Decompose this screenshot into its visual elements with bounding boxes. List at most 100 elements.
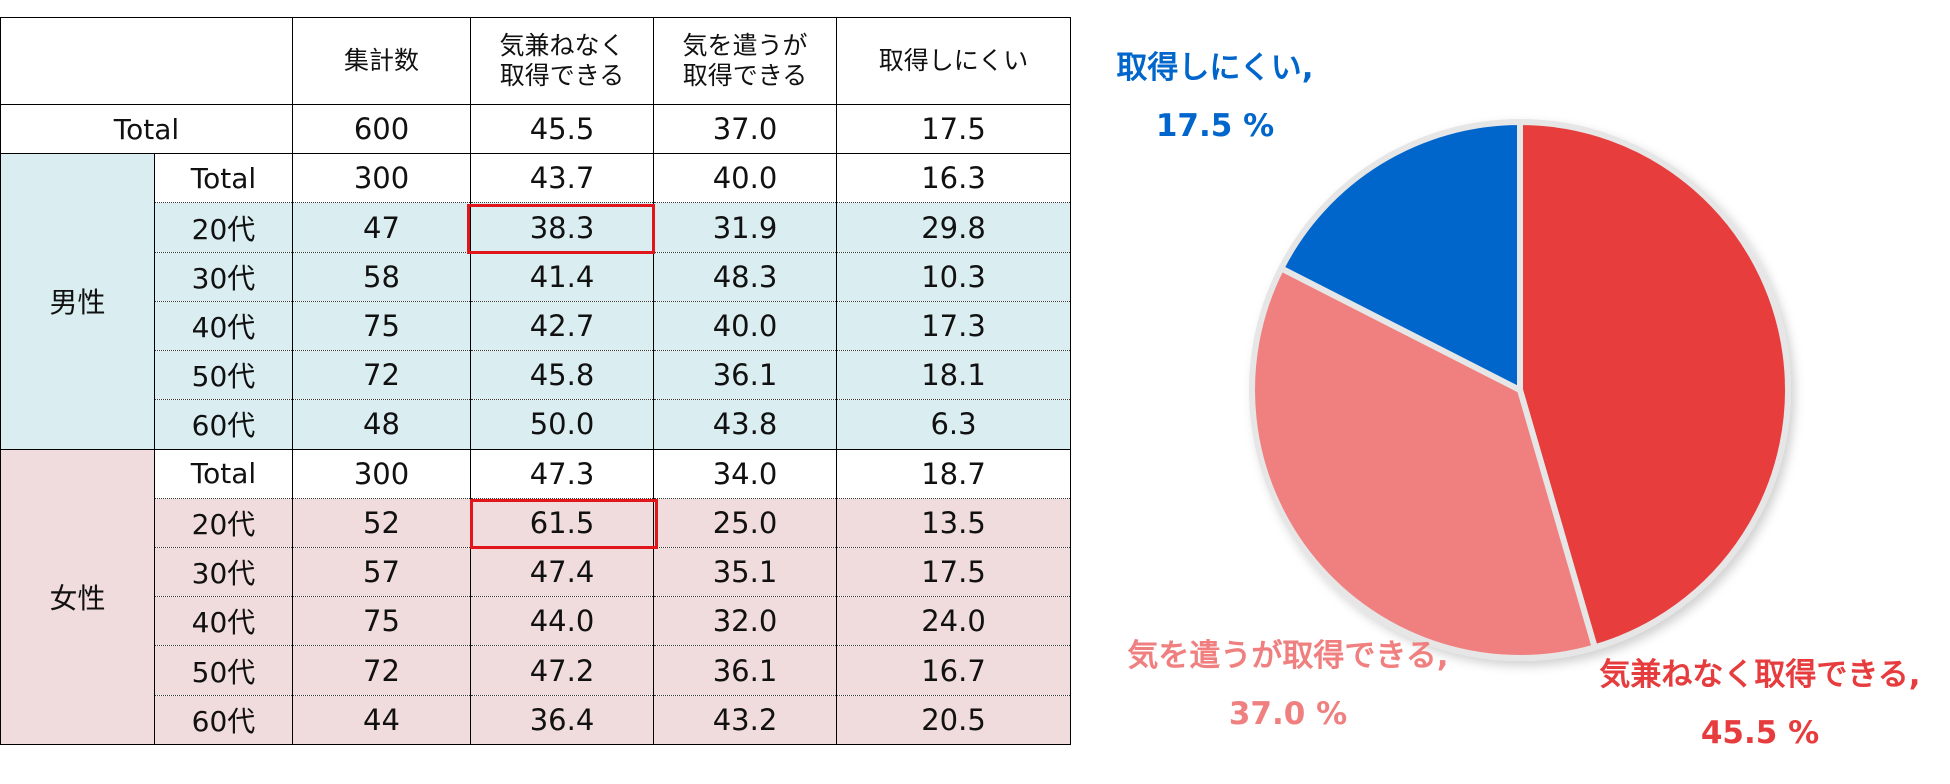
table-row: 40代 75 42.7 40.0 17.3: [0, 301, 1071, 352]
pie-label-reserved: 気を遣うが取得できる, 37.0 %: [1108, 633, 1468, 737]
cell-count: 48: [292, 399, 471, 450]
row-label: 30代: [154, 547, 293, 598]
header-row: 集計数 気兼ねなく 取得できる 気を遣うが 取得できる 取得しにくい: [0, 17, 1071, 105]
cell-count: 600: [292, 104, 471, 155]
table-row: 30代 57 47.4 35.1 17.5: [0, 547, 1071, 598]
cell-count: 44: [292, 695, 471, 746]
table-row-total: Total 600 45.5 37.0 17.5: [0, 104, 1071, 155]
cell-v1: 61.5: [470, 498, 654, 548]
cell-v1: 50.0: [470, 399, 654, 450]
row-label: 50代: [154, 350, 293, 401]
cell-count: 47: [292, 202, 471, 253]
cell-v1: 47.2: [470, 645, 654, 696]
cell-count: 57: [292, 547, 471, 598]
row-label: 20代: [154, 202, 293, 253]
table-row: 女性 Total 300 47.3 34.0 18.7: [0, 449, 1071, 746]
cell-v1: 36.4: [470, 695, 654, 746]
cell-v2: 48.3: [653, 252, 837, 302]
header-col2: 気を遣うが 取得できる: [653, 17, 837, 105]
cell-count: 72: [292, 350, 471, 401]
cell-count: 300: [292, 449, 471, 499]
cell-v2: 43.2: [653, 695, 837, 746]
pie-slice-freely: [1517, 119, 1791, 651]
cell-v3: 20.5: [836, 695, 1071, 746]
row-label: 60代: [154, 695, 293, 746]
cell-count: 72: [292, 645, 471, 696]
row-label: Total: [0, 104, 293, 155]
pie-slice-difficult: [1278, 119, 1523, 393]
row-label: Total: [154, 153, 293, 204]
row-label: 20代: [154, 498, 293, 548]
cell-v3: 17.3: [836, 301, 1071, 352]
cell-v1: 43.7: [470, 153, 654, 204]
pie-label-freely-name: 気兼ねなく取得できる,: [1599, 657, 1921, 693]
cell-v2: 36.1: [653, 350, 837, 401]
cell-v1: 44.0: [470, 596, 654, 647]
cell-v3: 10.3: [836, 252, 1071, 302]
header-count: 集計数: [292, 17, 471, 105]
highlight-male-20s: [467, 204, 655, 254]
cell-v3: 17.5: [836, 547, 1071, 598]
table-row: 60代 48 50.0 43.8 6.3: [0, 399, 1071, 450]
pie-label-difficult-value: 17.5 %: [1155, 108, 1275, 144]
cell-v2: 25.0: [653, 498, 837, 548]
table-row: 20代 47 38.3 31.9 29.8: [0, 202, 1071, 253]
table-row: 30代 58 41.4 48.3 10.3: [0, 252, 1071, 302]
cell-v3: 29.8: [836, 202, 1071, 253]
cell-v3: 18.1: [836, 350, 1071, 401]
group-label-male: 男性: [0, 153, 155, 450]
header-col2-line1: 気を遣うが: [682, 31, 808, 60]
cell-v3: 24.0: [836, 596, 1071, 647]
pie-chart: [1249, 119, 1791, 661]
cell-v1: 42.7: [470, 301, 654, 352]
pie-label-reserved-name: 気を遣うが取得できる,: [1127, 638, 1449, 674]
table-row: 男性 Total 300 43.7 40.0 16.3: [0, 153, 1071, 450]
cell-v3: 18.7: [836, 449, 1071, 499]
cell-v3: 17.5: [836, 104, 1071, 155]
highlight-female-20s: [470, 499, 658, 549]
cell-v2: 36.1: [653, 645, 837, 696]
cell-v2: 43.8: [653, 399, 837, 450]
cell-v2: 37.0: [653, 104, 837, 155]
cell-v2: 35.1: [653, 547, 837, 598]
pie-slice-reserved: [1249, 265, 1598, 661]
cell-v3: 16.3: [836, 153, 1071, 204]
pie-label-difficult: 取得しにくい, 17.5 %: [1108, 45, 1322, 149]
row-label: 60代: [154, 399, 293, 450]
header-col2-line2: 取得できる: [682, 61, 808, 90]
pie-label-freely: 気兼ねなく取得できる, 45.5 %: [1580, 652, 1940, 756]
pie-label-reserved-value: 37.0 %: [1228, 696, 1348, 732]
header-blank-cell: [0, 17, 293, 105]
cell-v3: 6.3: [836, 399, 1071, 450]
cell-count: 52: [292, 498, 471, 548]
cell-v1: 45.8: [470, 350, 654, 401]
cell-v2: 31.9: [653, 202, 837, 253]
cell-v1: 41.4: [470, 252, 654, 302]
pie-label-difficult-name: 取得しにくい,: [1116, 50, 1314, 86]
header-col1-line2: 取得できる: [499, 61, 625, 90]
cell-count: 75: [292, 301, 471, 352]
header-col1-line1: 気兼ねなく: [499, 31, 625, 60]
cell-v2: 40.0: [653, 153, 837, 204]
cell-count: 300: [292, 153, 471, 204]
cell-v3: 16.7: [836, 645, 1071, 696]
table-row: 60代 44 36.4 43.2 20.5: [0, 695, 1071, 746]
cell-count: 75: [292, 596, 471, 647]
pie-label-freely-value: 45.5 %: [1700, 715, 1820, 751]
cell-v2: 32.0: [653, 596, 837, 647]
row-label: Total: [154, 449, 293, 499]
header-col1: 気兼ねなく 取得できる: [470, 17, 654, 105]
cell-v3: 13.5: [836, 498, 1071, 548]
table-row: 50代 72 47.2 36.1 16.7: [0, 645, 1071, 696]
table-row: 50代 72 45.8 36.1 18.1: [0, 350, 1071, 401]
table-row: 20代 52 61.5 25.0 13.5: [0, 498, 1071, 548]
group-label-female: 女性: [0, 449, 155, 746]
cell-count: 58: [292, 252, 471, 302]
cell-v1: 47.3: [470, 449, 654, 499]
cell-v1: 47.4: [470, 547, 654, 598]
cell-v1: 45.5: [470, 104, 654, 155]
cell-v2: 34.0: [653, 449, 837, 499]
header-col3: 取得しにくい: [836, 17, 1071, 105]
results-table: 集計数 気兼ねなく 取得できる 気を遣うが 取得できる 取得しにくい Total…: [0, 17, 1071, 746]
cell-v2: 40.0: [653, 301, 837, 352]
